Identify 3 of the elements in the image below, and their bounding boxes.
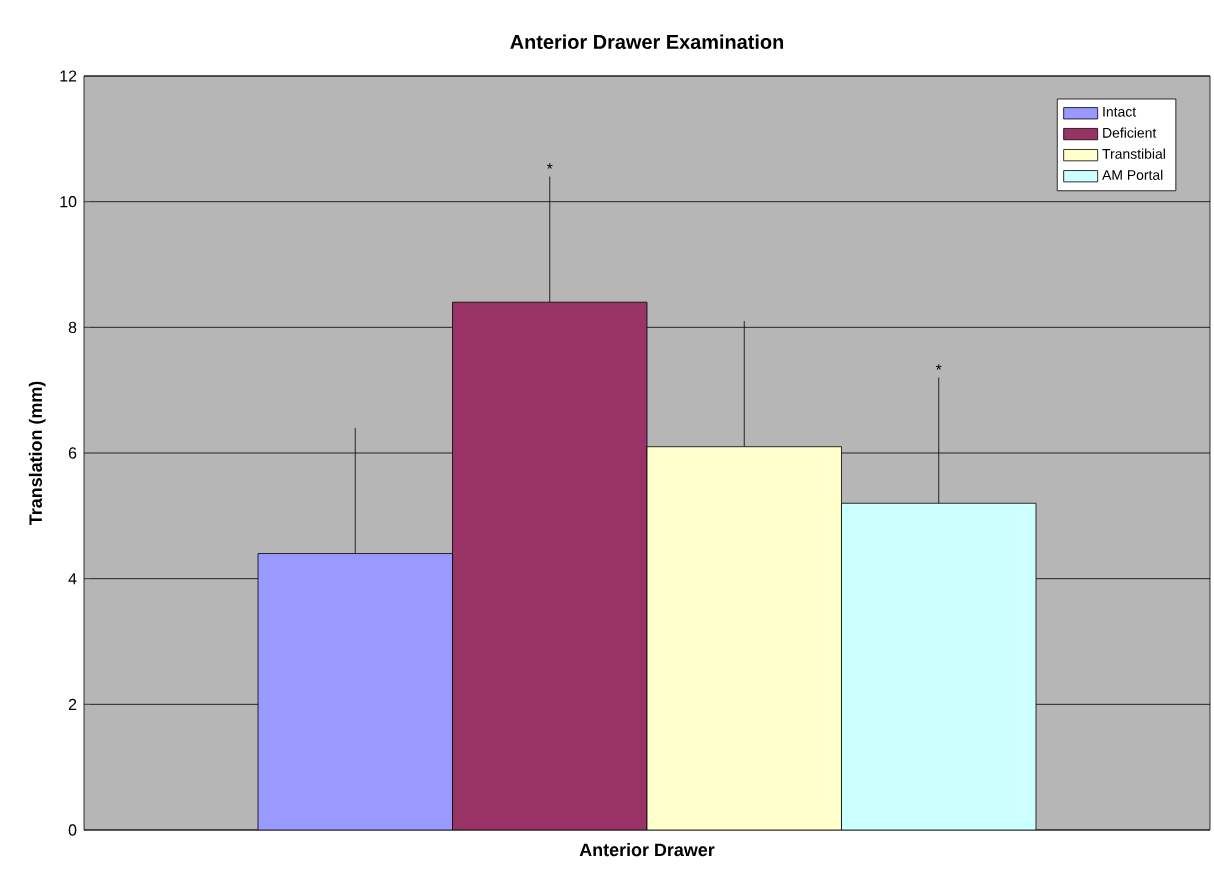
y-axis-title: Translation (mm): [28, 381, 46, 526]
x-tick-label: Anterior Drawer: [579, 843, 715, 857]
chart-title: Anterior Drawer Examination: [510, 34, 784, 50]
